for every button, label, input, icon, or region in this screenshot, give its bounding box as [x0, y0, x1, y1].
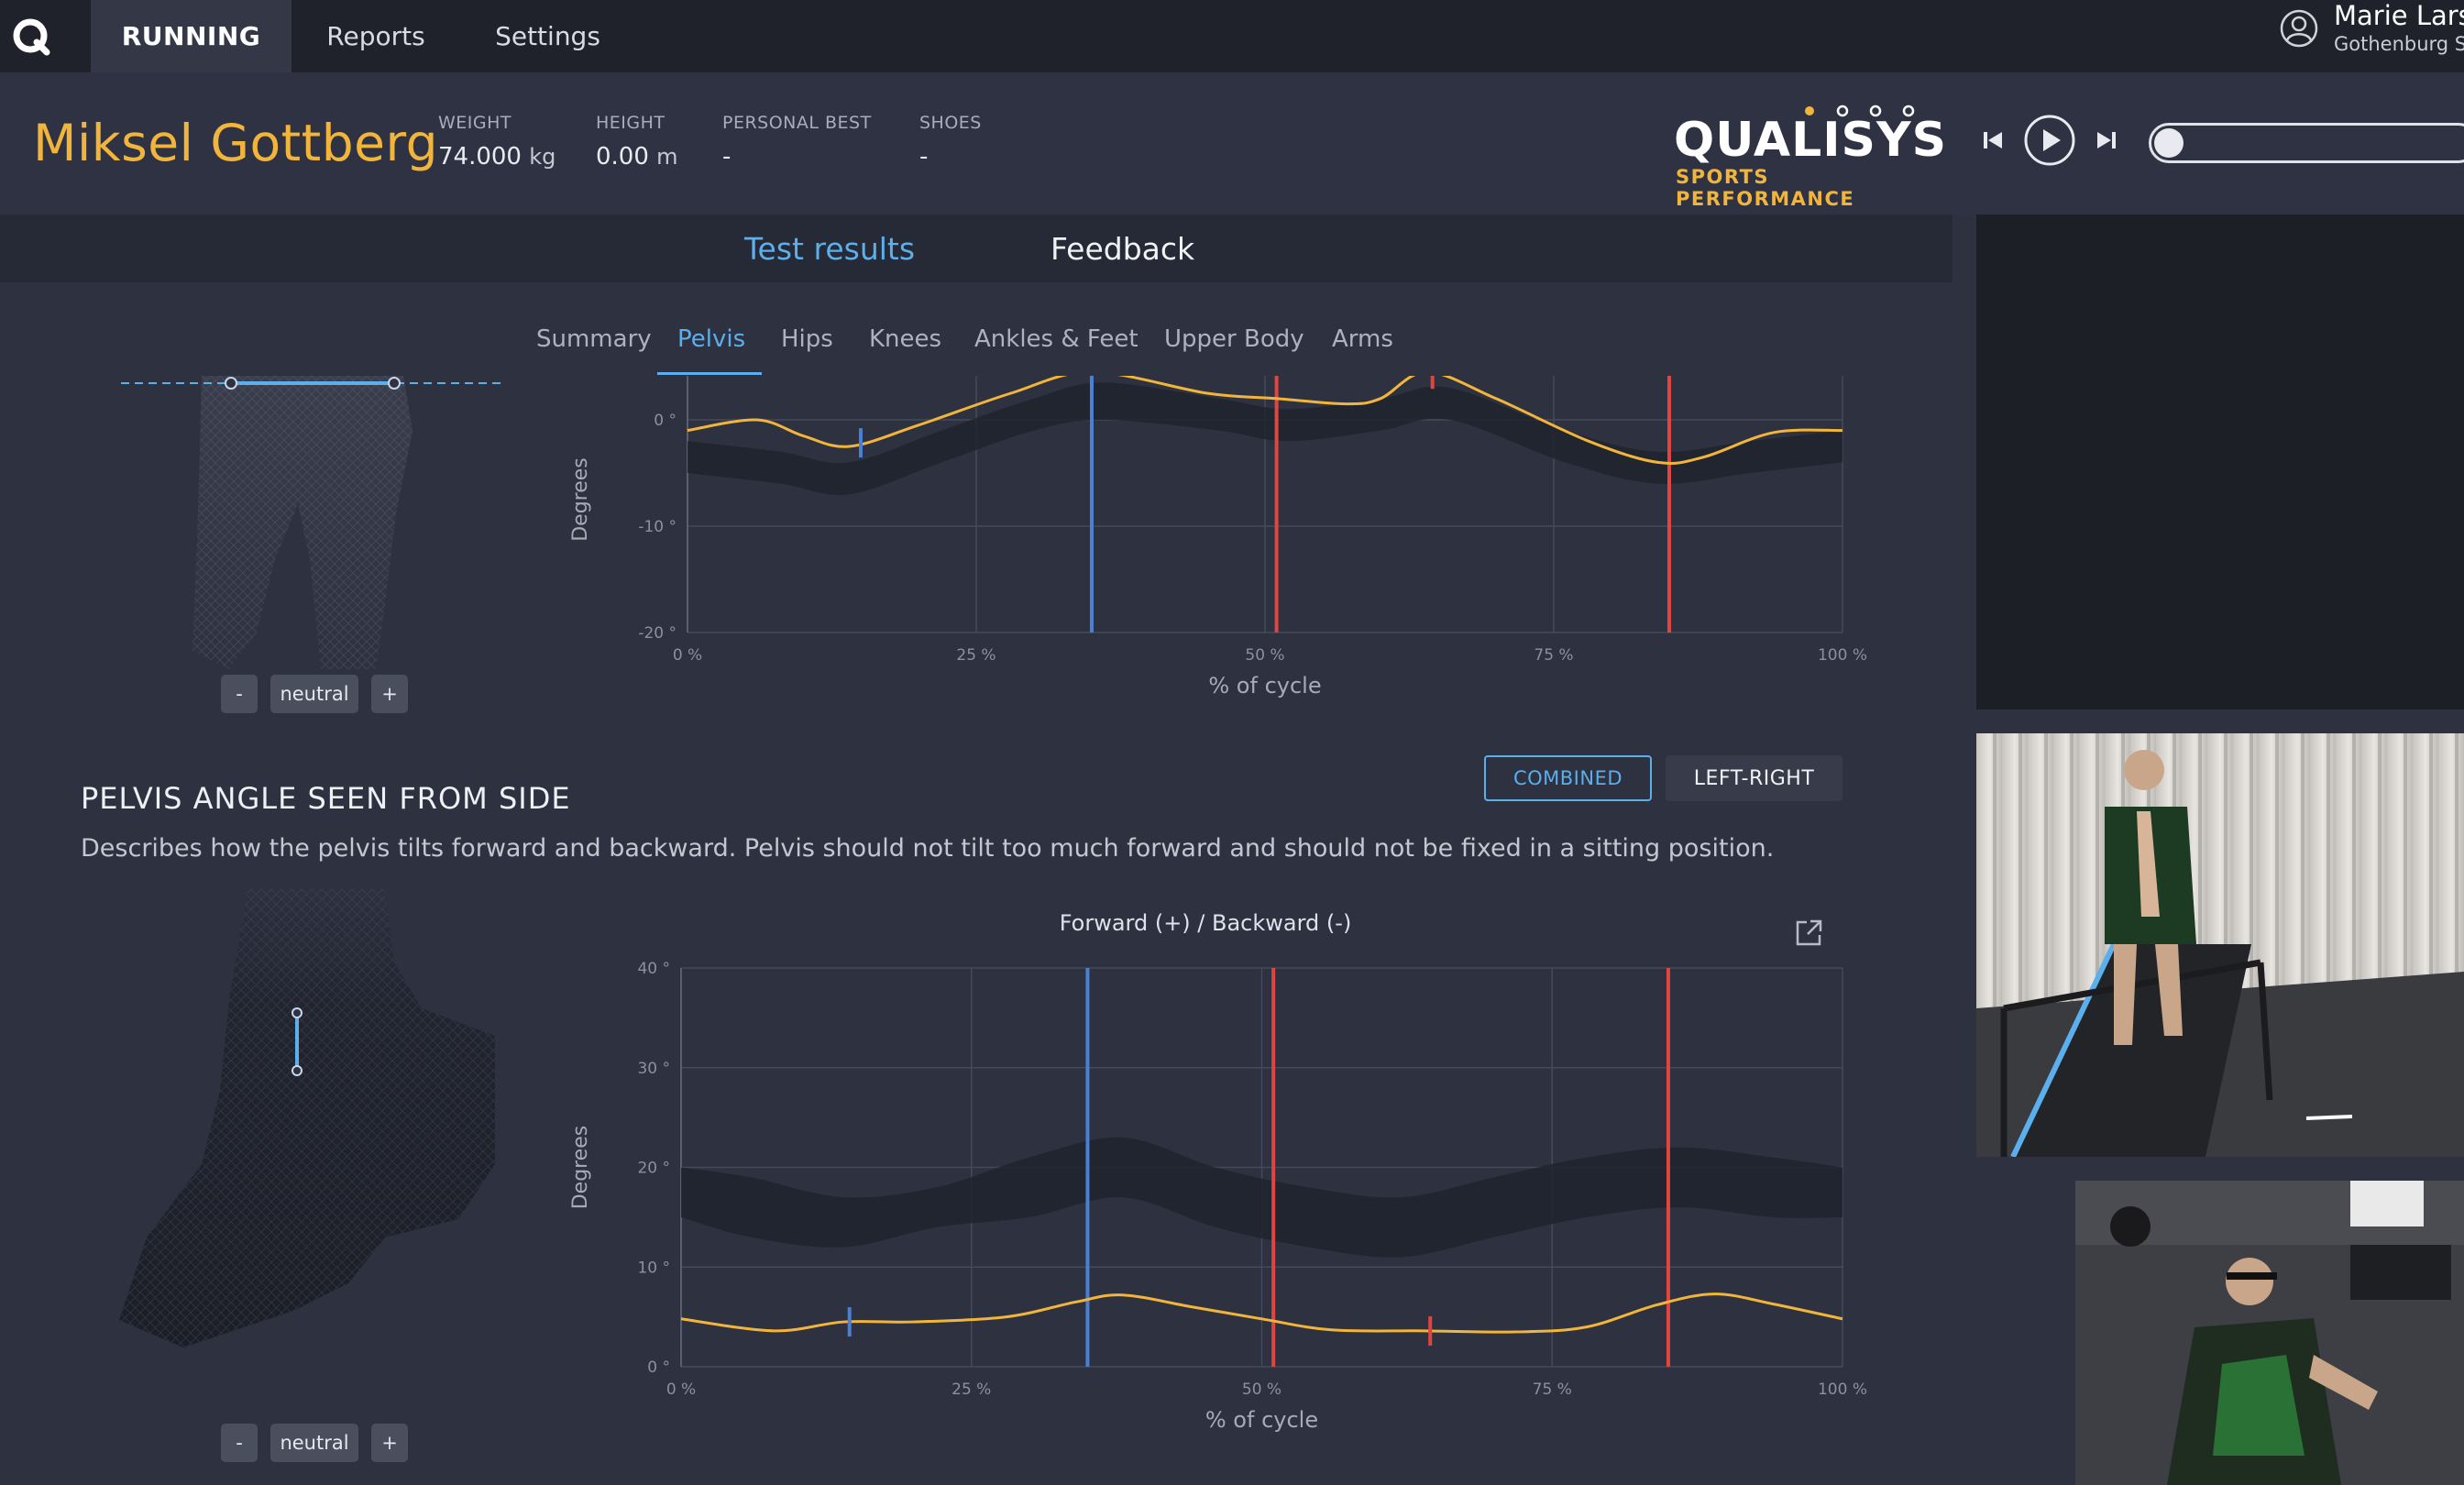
active-sub-tab-indicator	[657, 372, 762, 375]
sub-tab-bar	[0, 282, 1952, 376]
sub-tab-summary[interactable]: Summary	[536, 325, 652, 353]
top-nav-bar	[0, 0, 2464, 72]
y-tick-label: 0 °	[654, 412, 676, 430]
model-zoom-out-button[interactable]: -	[221, 675, 258, 713]
nav-tab-reports[interactable]: Reports	[326, 21, 425, 51]
nav-tab-running[interactable]: RUNNING	[91, 0, 292, 72]
stat-weight-value: 74.000 kg	[438, 143, 556, 170]
section-title: PELVIS ANGLE SEEN FROM SIDE	[81, 781, 571, 816]
video-panel-empty[interactable]	[1976, 214, 2464, 710]
user-name[interactable]: Marie Larss	[2334, 0, 2464, 31]
model-zoom-in-button[interactable]: +	[371, 675, 408, 713]
x-tick-label: 0 %	[666, 1380, 696, 1399]
normal-range-band	[688, 382, 1842, 495]
x-tick-label: 25 %	[952, 1380, 991, 1399]
section-description: Describes how the pelvis tilts forward a…	[81, 834, 1775, 863]
export-icon[interactable]	[1792, 917, 1825, 950]
stat-shoes-value: -	[919, 143, 929, 170]
q-logo-icon	[13, 18, 50, 55]
y-tick-label: -20 °	[638, 624, 676, 643]
x-axis-label: % of cycle	[1205, 1407, 1318, 1433]
x-tick-label: 25 %	[956, 646, 996, 665]
x-axis-label: % of cycle	[1208, 673, 1321, 698]
y-tick-label: 0 °	[647, 1358, 670, 1377]
qualisys-logo: QUALISYS SPORTS PERFORMANCE	[1674, 104, 1946, 210]
user-icon[interactable]	[2278, 7, 2320, 50]
pelvis-front-3d-model[interactable]	[110, 376, 513, 688]
y-tick-label: -10 °	[638, 518, 676, 536]
nav-tab-settings[interactable]: Settings	[495, 21, 600, 51]
qualisys-tagline: SPORTS PERFORMANCE	[1676, 166, 1855, 210]
stat-shoes-label: SHOES	[919, 113, 982, 133]
y-axis-label: Degrees	[569, 1126, 592, 1210]
sub-tab-arms[interactable]: Arms	[1332, 325, 1393, 353]
left-right-toggle-button[interactable]: LEFT-RIGHT	[1666, 755, 1842, 801]
normal-range-band	[681, 1137, 1842, 1258]
logo-dots-icon	[1805, 104, 1915, 117]
stat-personal-best-value: -	[722, 143, 732, 170]
sub-tab-knees[interactable]: Knees	[869, 325, 942, 353]
model-neutral-button[interactable]: neutral	[270, 1424, 358, 1462]
model-zoom-in-button[interactable]: +	[371, 1424, 408, 1462]
main-tab-bar	[0, 214, 1952, 282]
timeline-scrubber-handle[interactable]	[2154, 128, 2184, 158]
sub-tab-hips[interactable]: Hips	[781, 325, 833, 353]
skip-forward-icon[interactable]	[2094, 125, 2119, 156]
tab-feedback[interactable]: Feedback	[1050, 230, 1195, 267]
video-front-view[interactable]	[1976, 733, 2464, 1157]
stat-height-label: HEIGHT	[596, 113, 666, 133]
app-logo[interactable]	[0, 0, 64, 72]
sub-tab-upper-body[interactable]: Upper Body	[1164, 325, 1304, 353]
play-icon[interactable]	[2022, 113, 2077, 168]
sub-tab-ankles-feet[interactable]: Ankles & Feet	[974, 325, 1138, 353]
qualisys-wordmark: QUALISYS	[1674, 113, 1948, 168]
y-tick-label: 40 °	[637, 960, 670, 978]
x-tick-label: 50 %	[1242, 1380, 1282, 1399]
x-tick-label: 0 %	[673, 646, 702, 665]
sub-tab-pelvis[interactable]: Pelvis	[677, 325, 746, 353]
stat-weight-label: WEIGHT	[438, 113, 512, 133]
x-tick-label: 50 %	[1245, 646, 1284, 665]
chart-title: Forward (+) / Backward (-)	[1059, 910, 1352, 936]
y-tick-label: 20 °	[637, 1160, 670, 1178]
combined-toggle-button[interactable]: COMBINED	[1484, 755, 1652, 801]
pelvis-side-angle-chart[interactable]: 0 % 25 % 50 % 75 % 100 % 40 ° 30 ° 20 ° 10 ° 0 °%…	[550, 953, 1879, 1485]
y-tick-label: 30 °	[637, 1060, 670, 1078]
y-tick-label: 10 °	[637, 1259, 670, 1277]
model-zoom-out-button[interactable]: -	[221, 1424, 258, 1462]
user-organization: Gothenburg Sp	[2334, 33, 2464, 55]
athlete-name: Miksel Gottberg	[33, 114, 439, 172]
tab-test-results[interactable]: Test results	[744, 230, 916, 267]
skip-back-icon[interactable]	[1980, 125, 2006, 156]
playback-timeline[interactable]	[2149, 123, 2464, 163]
model-neutral-button[interactable]: neutral	[270, 675, 358, 713]
pelvis-front-angle-chart[interactable]: 0 % 25 % 50 % 75 % 100 % 0 ° -10 ° -20 ° % of cy…	[550, 376, 1879, 733]
series-line	[687, 376, 1843, 465]
x-tick-label: 100 %	[1818, 646, 1867, 665]
stat-height-value: 0.00 m	[596, 143, 678, 170]
pelvis-side-3d-model[interactable]	[110, 889, 513, 1366]
x-tick-label: 100 %	[1818, 1380, 1867, 1399]
y-axis-label: Degrees	[569, 457, 592, 542]
video-side-view[interactable]	[2075, 1181, 2464, 1485]
stat-personal-best-label: PERSONAL BEST	[722, 113, 872, 133]
series-line	[680, 1292, 1843, 1334]
x-tick-label: 75 %	[1533, 1380, 1572, 1399]
x-tick-label: 75 %	[1534, 646, 1573, 665]
content-area: - neutral + 0 % 25 % 50 % 75 % 100 % 0 ° -10 °…	[0, 376, 1952, 1485]
